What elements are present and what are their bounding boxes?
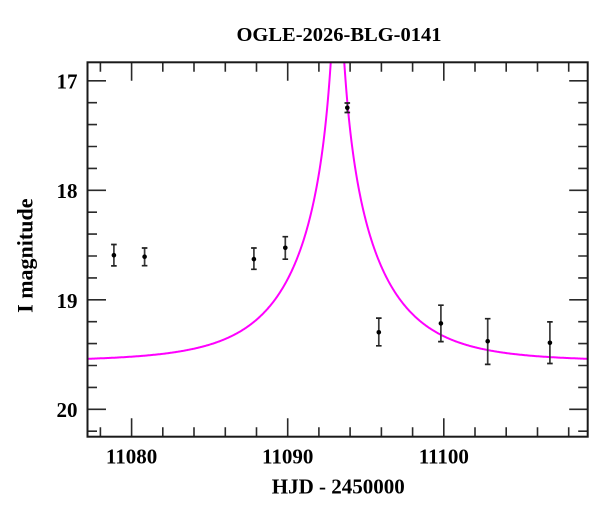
svg-text:17: 17: [57, 70, 78, 94]
svg-text:20: 20: [57, 398, 78, 422]
svg-text:OGLE-2026-BLG-0141: OGLE-2026-BLG-0141: [236, 24, 441, 46]
svg-text:11090: 11090: [262, 444, 313, 468]
svg-text:19: 19: [57, 289, 78, 313]
svg-text:11080: 11080: [106, 444, 157, 468]
svg-text:I magnitude: I magnitude: [13, 198, 38, 313]
svg-text:11100: 11100: [419, 444, 469, 468]
svg-text:18: 18: [57, 179, 78, 203]
svg-text:HJD - 2450000: HJD - 2450000: [272, 474, 405, 498]
